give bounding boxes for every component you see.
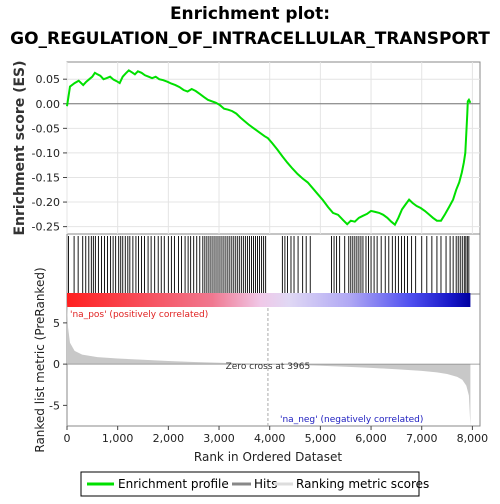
- es-y-tick-label: -0.05: [32, 122, 60, 135]
- x-tick-label: 7,000: [406, 432, 438, 445]
- hits-panel: [66, 233, 481, 295]
- legend-metric-label: Ranking metric scores: [296, 477, 429, 491]
- legend-hits-label: Hits: [254, 477, 277, 491]
- es-y-tick-label: -0.15: [32, 171, 60, 184]
- x-tick-label: 6,000: [355, 432, 387, 445]
- metric-y-tick-label: -5: [49, 399, 60, 412]
- rank-color-bar: [67, 293, 471, 307]
- es-y-tick-label: -0.10: [32, 147, 60, 160]
- metric-y-tick-label: 5: [53, 317, 60, 330]
- x-tick-label: 1,000: [102, 432, 134, 445]
- legend: Enrichment profile Hits Ranking metric s…: [80, 471, 429, 497]
- es-y-tick-label: -0.25: [32, 221, 60, 234]
- metric-y-tick-label: 0: [53, 358, 60, 371]
- es-y-tick-label: -0.20: [32, 196, 60, 209]
- es-panel: [66, 61, 481, 235]
- x-axis-ticks: 0 1,000 2,000 3,000 4,000 5,000 6,000 7,000 8,00…: [64, 426, 489, 445]
- es-y-tick-label: 0.00: [36, 98, 61, 111]
- chart-title-line2: GO_REGULATION_OF_INTRACELLULAR_TRANSPORT: [10, 29, 490, 49]
- x-tick-label: 0: [64, 432, 71, 445]
- x-axis-label: Rank in Ordered Dataset: [194, 450, 342, 464]
- pos-correlated-label: 'na_pos' (positively correlated): [70, 310, 208, 320]
- metric-y-ticks: 5 0 -5: [49, 317, 67, 412]
- hit-marks: [68, 236, 470, 293]
- metric-y-axis-label: Ranked list metric (PreRanked): [33, 267, 47, 452]
- legend-enrichment-label: Enrichment profile: [118, 477, 229, 491]
- zero-cross-label: Zero cross at 3965: [226, 362, 311, 372]
- x-tick-label: 3,000: [203, 432, 235, 445]
- x-tick-label: 5,000: [305, 432, 337, 445]
- x-tick-label: 2,000: [153, 432, 185, 445]
- enrichment-profile-line: [66, 69, 472, 227]
- neg-correlated-label: 'na_neg' (negatively correlated): [280, 415, 423, 425]
- es-y-tick-label: 0.05: [36, 73, 61, 86]
- es-y-axis-label: Enrichment score (ES): [12, 60, 28, 235]
- es-y-ticks: 0.05 0.00 -0.05 -0.10 -0.15 -0.20 -0.25: [32, 73, 67, 234]
- x-tick-label: 4,000: [254, 432, 286, 445]
- chart-title-line1: Enrichment plot:: [170, 4, 330, 24]
- x-tick-label: 8,000: [457, 432, 489, 445]
